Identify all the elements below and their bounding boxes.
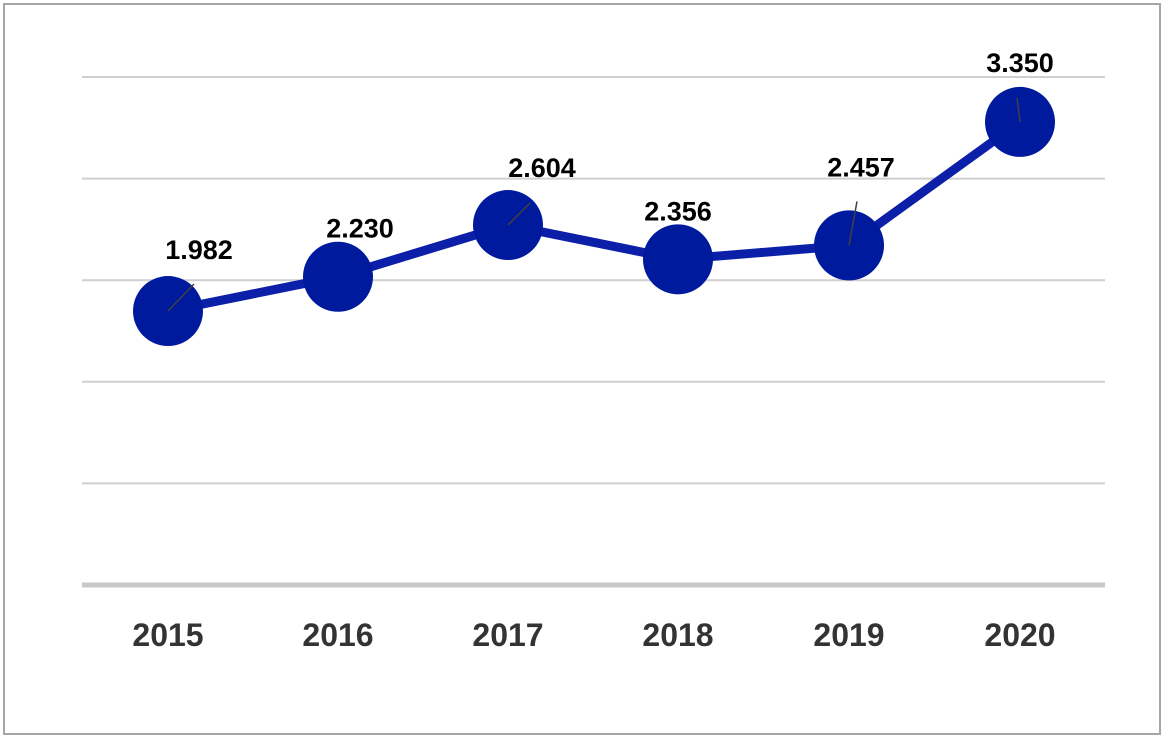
data-label-2020: 3.350 (986, 48, 1054, 78)
x-tick-label-2019: 2019 (813, 617, 884, 653)
data-labels: 1.982 2.230 2.604 2.356 2.457 3.350 (165, 48, 1054, 312)
data-point-2018 (643, 224, 713, 295)
data-point-2016 (303, 241, 373, 312)
data-markers (133, 86, 1055, 347)
leader-line-2020 (1016, 97, 1021, 123)
x-tick-label-2018: 2018 (642, 617, 713, 653)
x-tick-label-2015: 2015 (132, 617, 203, 653)
data-label-2016: 2.230 (326, 214, 394, 244)
series-line-path (163, 117, 1025, 316)
leader-line-2015 (167, 283, 195, 312)
x-tick-labels: 2015 2016 2017 2018 2019 2020 (132, 617, 1055, 653)
leader-line-2019 (848, 201, 858, 246)
data-point-2019 (814, 210, 884, 281)
data-label-2018: 2.356 (644, 196, 712, 226)
data-label-2019: 2.457 (827, 152, 895, 182)
leader-line-2017 (507, 202, 531, 226)
data-label-2017: 2.604 (508, 153, 576, 183)
series-line (163, 117, 1025, 316)
chart-frame (3, 3, 1161, 735)
gridlines (82, 76, 1105, 485)
x-tick-label-2016: 2016 (302, 617, 373, 653)
data-label-2015: 1.982 (165, 235, 233, 265)
x-tick-label-2020: 2020 (984, 617, 1055, 653)
x-tick-label-2017: 2017 (472, 617, 543, 653)
